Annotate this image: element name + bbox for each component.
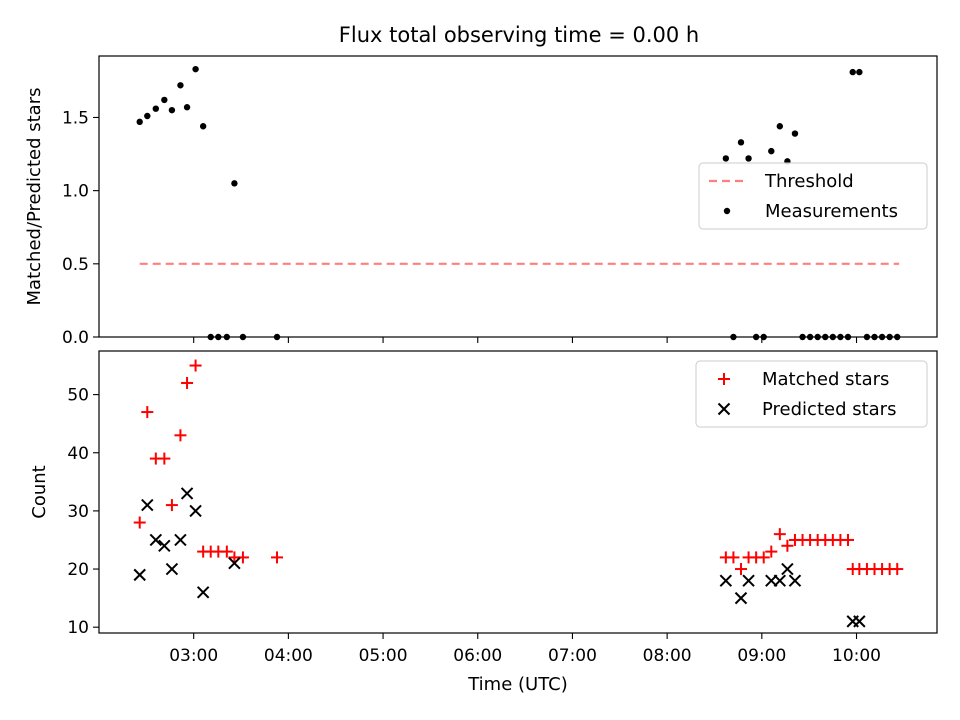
ratio-y-tick-label: 1.5 [62,108,89,128]
count-y-tick-label: 20 [67,560,89,580]
ratio-marks [136,65,901,341]
predicted-stars-point [189,504,202,518]
ratio-y-axis-label: Matched/Predicted stars [24,88,45,306]
measurement-point [168,106,176,114]
count-y-tick-label: 40 [67,444,89,464]
measurement-legend-swatch [723,207,731,215]
count-x-tick-label: 05:00 [359,646,408,666]
count-x-tick-label: 09:00 [737,646,786,666]
matched-stars-point [891,563,904,576]
matched-stars-legend-swatch [718,373,730,385]
count-y-axis-label: Count [29,465,50,518]
matched-stars-point [174,429,187,442]
count-x-tick-label: 07:00 [548,646,597,666]
count-x-tick-label: 08:00 [643,646,692,666]
measurement-point [791,130,799,137]
measurement-point [144,112,151,120]
count-legend: Matched stars Predicted stars [695,360,928,428]
predicted-stars-point [165,562,179,576]
count-marks [133,359,904,628]
count-x-tick-label: 06:00 [453,646,502,666]
predicted-stars-point [228,557,241,570]
count-y-tick-label: 10 [67,618,89,638]
predicted-stars-point [133,568,146,582]
figure-title: Flux total observing time = 0.00 h [339,23,699,47]
matched-stars-point [773,528,786,541]
predicted-stars-point [719,574,733,587]
predicted-stars-point [781,562,794,576]
ratio-y-tick-label: 0.0 [62,328,89,348]
ratio-panel: 0.0 0.5 1.0 1.5 Matched/Predicted stars Thr… [24,55,938,348]
measurement-point [136,118,143,126]
predicted-stars-point [196,586,210,599]
predicted-stars-point [853,615,866,628]
matched-stars-point [133,516,146,529]
matched-stars-point [158,452,171,465]
ratio-legend-box [698,162,928,230]
matched-stars-point [727,551,740,564]
predicted-stars-point [180,487,194,500]
ratio-y-tick-label: 0.5 [62,255,89,275]
ratio-legend-entry: Threshold [764,171,854,192]
matched-stars-point [765,545,778,558]
matched-stars-point [757,551,770,564]
count-y-tick-label: 50 [67,386,89,406]
predicted-stars-point [174,533,187,547]
count-ticks: 10 20 30 40 50 03:00 04:00 05:00 06:00 07:00 08:00… [67,386,881,666]
predicted-stars-point [773,574,787,587]
ratio-ticks: 0.0 0.5 1.0 1.5 [62,108,858,348]
matched-stars-point [220,545,233,558]
count-legend-entry: Predicted stars [762,399,896,420]
predicted-stars-point [141,498,154,512]
predicted-stars-point [734,591,748,605]
count-y-tick-label: 30 [67,502,89,522]
measurement-point [849,68,856,76]
matched-stars-point [271,551,284,564]
count-panel: 10 20 30 40 50 03:00 04:00 05:00 06:00 07:00 08:00… [29,350,938,695]
measurement-point [768,147,775,155]
count-x-axis-label: Time (UTC) [467,674,568,695]
measurement-point [856,68,863,76]
count-x-tick-label: 10:00 [832,646,881,666]
matched-stars-point [181,376,194,389]
matched-stars-point [189,359,202,372]
measurement-point [737,139,745,146]
measurement-point [161,96,168,104]
measurement-point [231,180,238,187]
count-legend-entry: Matched stars [762,369,889,390]
count-x-tick-label: 03:00 [169,646,218,666]
predicted-stars-point [788,574,802,587]
matched-stars-point [841,533,854,546]
predicted-stars-point [149,533,163,547]
measurement-point [192,65,199,73]
ratio-legend-entry: Measurements [765,201,898,222]
predicted-stars-point [158,539,171,552]
measurement-point [183,104,191,111]
count-legend-box [695,360,928,428]
matched-stars-point [165,499,178,512]
ratio-y-tick-label: 1.0 [62,182,89,202]
measurement-point [722,155,730,162]
predicted-stars-point [742,574,755,587]
measurement-point [199,123,207,130]
count-axes-frame [98,350,938,634]
matched-stars-point [781,539,794,552]
measurement-point [152,105,160,112]
matched-stars-point [734,563,747,576]
measurement-point [776,123,784,130]
ratio-legend: Threshold Measurements [698,162,928,230]
measurement-point [177,82,184,89]
ratio-axes-frame [98,55,938,338]
measurement-point [745,155,752,162]
matched-stars-point [141,406,154,419]
predicted-stars-legend-swatch [717,402,731,416]
count-x-tick-label: 04:00 [264,646,313,666]
